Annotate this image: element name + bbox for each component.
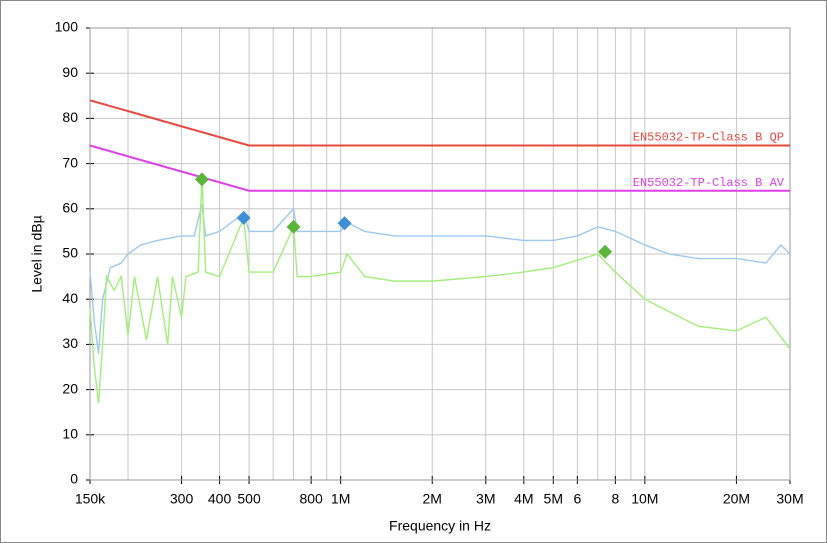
y-tick-label: 40 bbox=[62, 290, 78, 306]
limit-label: EN55032-TP-Class B AV bbox=[633, 176, 785, 190]
trace bbox=[89, 177, 791, 404]
y-tick-label: 10 bbox=[62, 426, 78, 442]
y-tick-label: 20 bbox=[62, 380, 78, 396]
x-tick-label: 4M bbox=[514, 491, 533, 507]
y-tick-label: 70 bbox=[62, 154, 78, 170]
marker bbox=[194, 172, 209, 187]
y-tick-label: 60 bbox=[62, 200, 78, 216]
marker bbox=[598, 244, 613, 259]
y-axis-label: Level in dBµ bbox=[29, 215, 45, 292]
x-tick-label: 1M bbox=[331, 491, 350, 507]
marker bbox=[236, 210, 251, 225]
y-tick-label: 50 bbox=[62, 245, 78, 261]
x-tick-label: 3M bbox=[476, 491, 495, 507]
y-tick-label: 0 bbox=[70, 471, 78, 487]
y-tick-label: 80 bbox=[62, 109, 78, 125]
x-tick-label: 5M bbox=[544, 491, 563, 507]
y-tick-label: 90 bbox=[62, 64, 78, 80]
limit-label: EN55032-TP-Class B QP bbox=[633, 131, 784, 145]
limit-line bbox=[89, 99, 790, 147]
y-tick-label: 30 bbox=[62, 335, 78, 351]
marker bbox=[286, 219, 301, 234]
x-tick-label: 10M bbox=[631, 491, 658, 507]
x-tick-label: 300 bbox=[170, 491, 194, 507]
x-tick-label: 8 bbox=[611, 491, 619, 507]
y-tick-label: 100 bbox=[55, 19, 79, 35]
x-tick-label: 150k bbox=[75, 491, 106, 507]
x-axis-label: Frequency in Hz bbox=[389, 518, 491, 534]
x-tick-label: 500 bbox=[237, 491, 261, 507]
marker bbox=[337, 216, 352, 231]
x-tick-label: 800 bbox=[299, 491, 323, 507]
trace bbox=[89, 204, 791, 354]
x-tick-label: 400 bbox=[208, 491, 232, 507]
x-tick-label: 30M bbox=[776, 491, 803, 507]
x-tick-label: 2M bbox=[422, 491, 441, 507]
limit-line bbox=[89, 144, 790, 192]
x-tick-label: 20M bbox=[723, 491, 750, 507]
x-tick-label: 6 bbox=[573, 491, 581, 507]
